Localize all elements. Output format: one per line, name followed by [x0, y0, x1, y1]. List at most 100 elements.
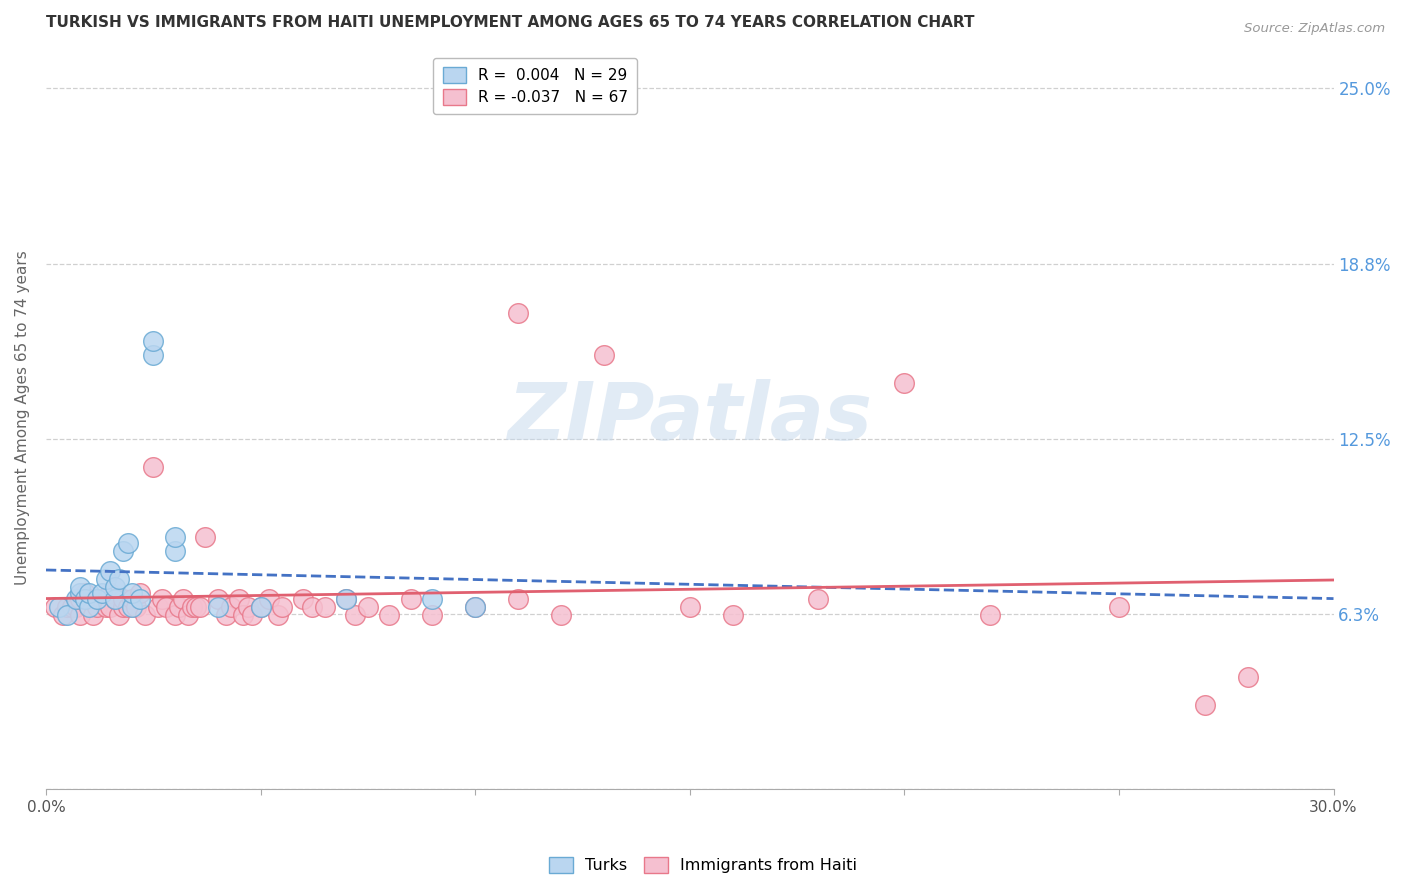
- Point: [77, 599, 100, 614]
- Point: [163, 530, 186, 544]
- Point: [292, 591, 315, 606]
- Point: [207, 599, 229, 614]
- Point: [207, 591, 229, 606]
- Point: [117, 535, 139, 549]
- Point: [150, 591, 173, 606]
- Text: Source: ZipAtlas.com: Source: ZipAtlas.com: [1244, 22, 1385, 36]
- Point: [104, 591, 127, 606]
- Point: [77, 586, 100, 600]
- Legend: R =  0.004   N = 29, R = -0.037   N = 67: R = 0.004 N = 29, R = -0.037 N = 67: [433, 58, 637, 114]
- Point: [121, 599, 143, 614]
- Point: [69, 608, 91, 623]
- Point: [73, 591, 96, 606]
- Point: [142, 334, 165, 348]
- Point: [219, 599, 242, 614]
- Point: [112, 599, 135, 614]
- Point: [190, 599, 212, 614]
- Point: [108, 608, 131, 623]
- Point: [129, 586, 152, 600]
- Point: [60, 599, 83, 614]
- Point: [86, 599, 108, 614]
- Point: [163, 544, 186, 558]
- Point: [134, 608, 156, 623]
- Point: [257, 591, 280, 606]
- Point: [593, 348, 616, 362]
- Point: [1194, 698, 1216, 712]
- Point: [172, 591, 194, 606]
- Point: [1108, 599, 1130, 614]
- Point: [506, 591, 529, 606]
- Point: [112, 544, 135, 558]
- Point: [679, 599, 702, 614]
- Point: [1236, 670, 1258, 684]
- Point: [90, 586, 112, 600]
- Point: [48, 599, 70, 614]
- Point: [343, 608, 366, 623]
- Point: [108, 572, 131, 586]
- Point: [65, 599, 87, 614]
- Point: [240, 608, 263, 623]
- Point: [271, 599, 294, 614]
- Point: [893, 376, 915, 390]
- Point: [98, 599, 121, 614]
- Legend: Turks, Immigrants from Haiti: Turks, Immigrants from Haiti: [543, 850, 863, 880]
- Point: [52, 608, 75, 623]
- Point: [98, 564, 121, 578]
- Point: [314, 599, 336, 614]
- Point: [104, 591, 127, 606]
- Point: [90, 591, 112, 606]
- Point: [232, 608, 254, 623]
- Point: [420, 608, 443, 623]
- Point: [142, 348, 165, 362]
- Point: [464, 599, 486, 614]
- Point: [335, 591, 357, 606]
- Point: [420, 591, 443, 606]
- Point: [104, 580, 127, 594]
- Y-axis label: Unemployment Among Ages 65 to 74 years: Unemployment Among Ages 65 to 74 years: [15, 251, 30, 585]
- Point: [121, 591, 143, 606]
- Point: [378, 608, 401, 623]
- Point: [167, 599, 190, 614]
- Point: [357, 599, 380, 614]
- Point: [98, 586, 121, 600]
- Point: [176, 608, 198, 623]
- Point: [215, 608, 238, 623]
- Point: [56, 608, 79, 623]
- Point: [335, 591, 357, 606]
- Point: [77, 599, 100, 614]
- Point: [129, 591, 152, 606]
- Point: [112, 591, 135, 606]
- Point: [267, 608, 290, 623]
- Text: ZIPatlas: ZIPatlas: [508, 379, 872, 457]
- Point: [82, 608, 104, 623]
- Point: [721, 608, 744, 623]
- Point: [121, 586, 143, 600]
- Point: [249, 599, 271, 614]
- Point: [163, 608, 186, 623]
- Point: [194, 530, 217, 544]
- Point: [56, 599, 79, 614]
- Point: [228, 591, 250, 606]
- Point: [73, 586, 96, 600]
- Point: [155, 599, 177, 614]
- Point: [65, 591, 87, 606]
- Point: [146, 599, 169, 614]
- Point: [249, 599, 271, 614]
- Point: [69, 586, 91, 600]
- Point: [807, 591, 830, 606]
- Point: [142, 459, 165, 474]
- Point: [77, 591, 100, 606]
- Point: [180, 599, 202, 614]
- Point: [69, 580, 91, 594]
- Point: [399, 591, 422, 606]
- Point: [550, 608, 572, 623]
- Point: [125, 599, 148, 614]
- Point: [69, 591, 91, 606]
- Point: [506, 306, 529, 320]
- Point: [117, 599, 139, 614]
- Point: [301, 599, 323, 614]
- Point: [186, 599, 208, 614]
- Point: [236, 599, 259, 614]
- Text: TURKISH VS IMMIGRANTS FROM HAITI UNEMPLOYMENT AMONG AGES 65 TO 74 YEARS CORRELAT: TURKISH VS IMMIGRANTS FROM HAITI UNEMPLO…: [46, 15, 974, 30]
- Point: [44, 599, 66, 614]
